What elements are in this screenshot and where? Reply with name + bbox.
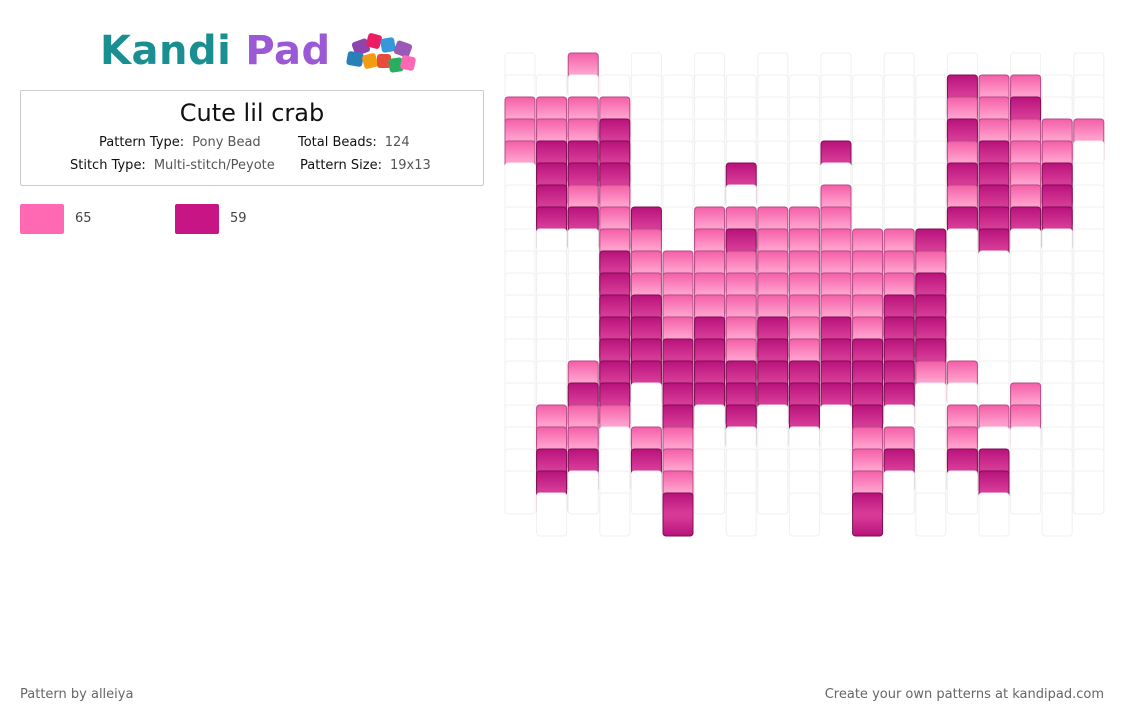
bead-empty <box>725 492 757 537</box>
beads-logo-icon <box>346 33 416 73</box>
color-count-dark-pink: 59 <box>230 211 247 226</box>
bead-empty <box>694 470 726 515</box>
bead-dark-pink <box>662 492 694 537</box>
bead-empty <box>820 470 852 515</box>
bead-empty <box>567 470 599 515</box>
total-beads: Total Beads: 124 <box>298 135 410 150</box>
pattern-info-panel: Cute lil crab Pattern Type: Pony Bead Tot… <box>20 90 484 186</box>
stitch-type-label: Stitch Type: <box>70 158 146 173</box>
bead-empty <box>978 492 1010 537</box>
kandipad-link[interactable]: Create your own patterns at kandipad.com <box>824 687 1104 702</box>
color-swatch-light-pink <box>20 204 64 234</box>
bead-dark-pink <box>852 492 884 537</box>
pattern-size-value: 19x13 <box>389 158 431 173</box>
pattern-title: Cute lil crab <box>179 99 325 127</box>
bead-empty <box>536 492 568 537</box>
bead-empty <box>630 470 662 515</box>
bead-empty <box>504 470 536 515</box>
logo-text-pad: Pad <box>245 28 331 74</box>
stitch-type: Stitch Type: Multi-stitch/Peyote <box>70 158 275 173</box>
color-count-light-pink: 65 <box>75 211 92 226</box>
bead-empty <box>1010 470 1042 515</box>
bead-empty <box>788 492 820 537</box>
pattern-size: Pattern Size: 19x13 <box>300 158 431 173</box>
bead-empty <box>757 470 789 515</box>
logo-text-kandi: Kandi <box>100 28 232 74</box>
bead-empty <box>915 492 947 537</box>
total-beads-value: 124 <box>384 135 410 150</box>
pattern-type: Pattern Type: Pony Bead <box>99 135 261 150</box>
bead-empty <box>1073 470 1105 515</box>
kandipad-logo[interactable]: Kandi Pad <box>100 26 423 76</box>
pattern-type-label: Pattern Type: <box>99 135 185 150</box>
bead-empty <box>599 492 631 537</box>
stitch-type-value: Multi-stitch/Peyote <box>153 158 275 173</box>
total-beads-label: Total Beads: <box>298 135 377 150</box>
pattern-author: Pattern by alleiya <box>20 687 134 702</box>
bead-empty <box>946 470 978 515</box>
pattern-size-label: Pattern Size: <box>300 158 382 173</box>
bead-empty <box>1041 492 1073 537</box>
bead-empty <box>883 470 915 515</box>
pattern-type-value: Pony Bead <box>192 135 261 150</box>
color-swatch-dark-pink <box>175 204 219 234</box>
